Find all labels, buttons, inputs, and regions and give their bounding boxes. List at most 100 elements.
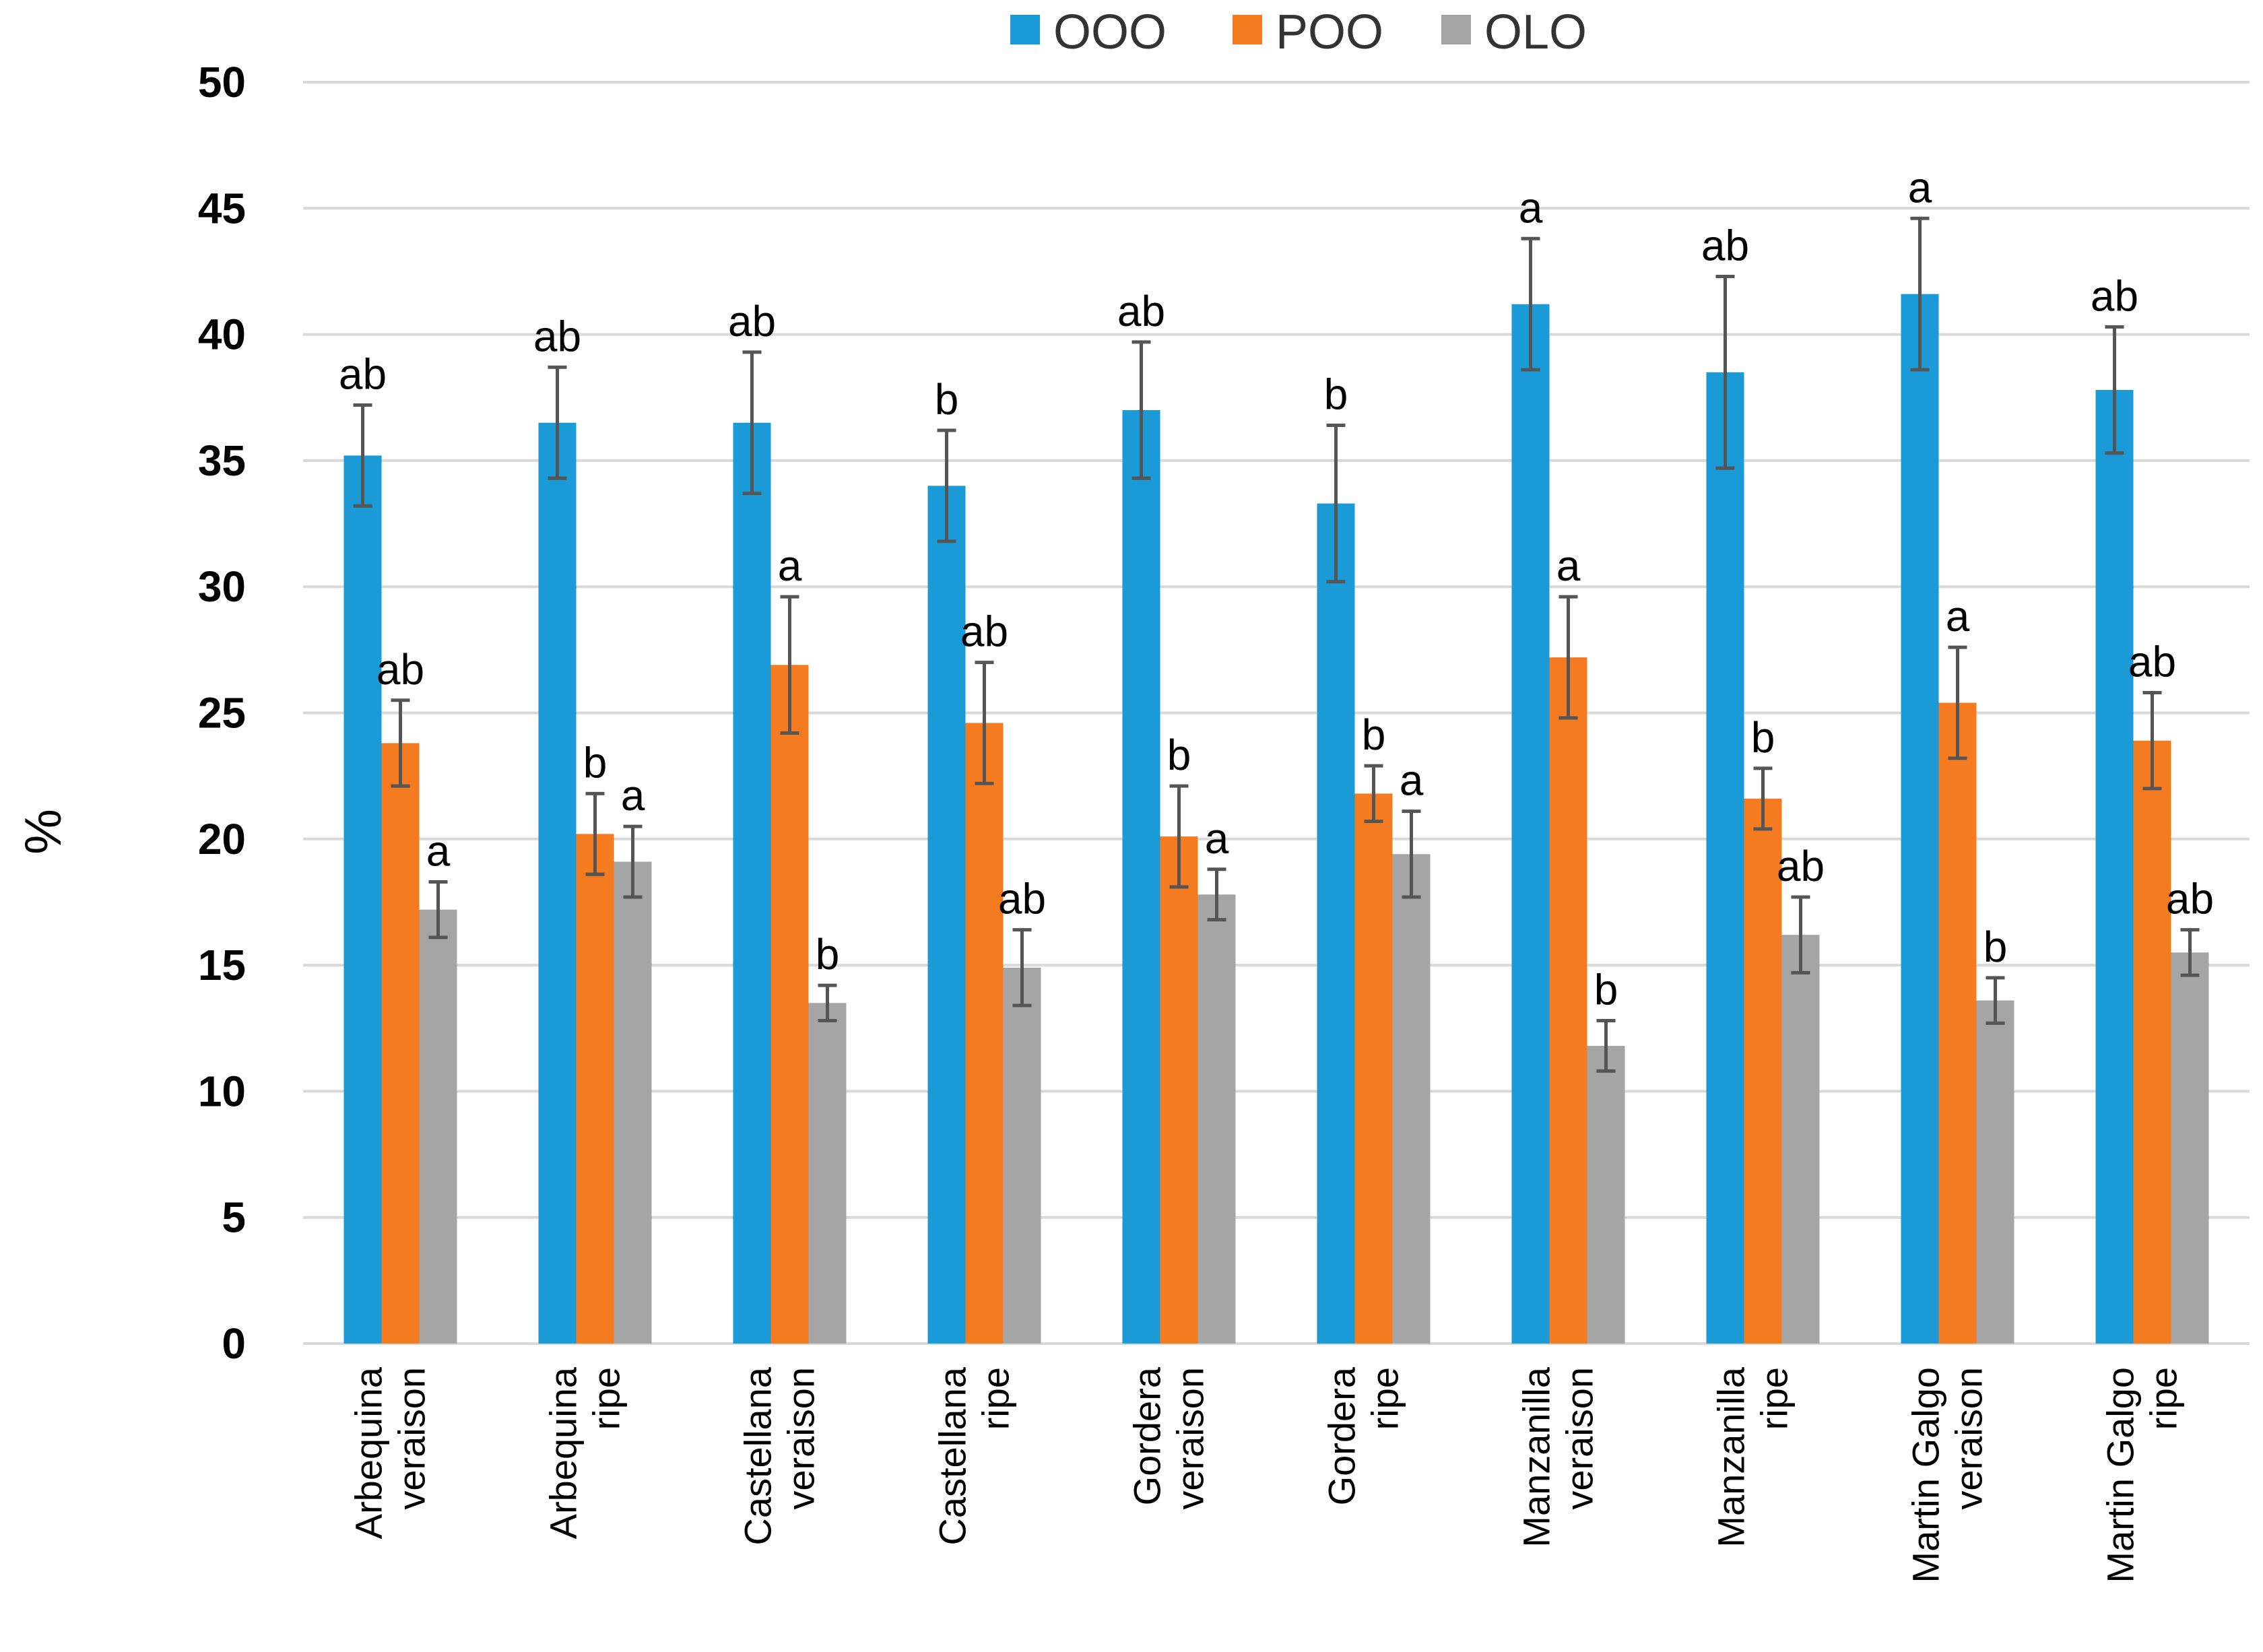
bar-poo bbox=[576, 834, 614, 1344]
bar-ooo bbox=[1706, 372, 1744, 1344]
significance-label: a bbox=[1946, 592, 1970, 640]
bar-olo bbox=[1781, 935, 1820, 1344]
y-tick-label: 10 bbox=[198, 1067, 246, 1115]
y-tick-label: 30 bbox=[198, 562, 246, 611]
error-bar bbox=[1132, 340, 1151, 480]
significance-label: ab bbox=[339, 350, 387, 398]
x-tick-label: Martin Galgoveraison bbox=[1905, 1367, 1990, 1583]
bar-group: ab b ab bbox=[1701, 221, 1825, 1344]
error-bar bbox=[1521, 236, 1540, 372]
y-tick-label: 0 bbox=[222, 1319, 246, 1368]
legend-label: OLO bbox=[1484, 5, 1587, 59]
significance-label: a bbox=[621, 771, 645, 820]
bar-olo bbox=[614, 861, 652, 1344]
bar-ooo bbox=[1122, 409, 1160, 1344]
error-bar bbox=[1596, 1019, 1616, 1073]
bar-ooo bbox=[538, 422, 577, 1344]
bar-group: ab ab a bbox=[339, 350, 457, 1344]
error-bar bbox=[1791, 895, 1810, 974]
x-tick-label: Gorderaripe bbox=[1321, 1366, 1406, 1505]
significance-label: ab bbox=[728, 297, 776, 345]
legend-item-ooo: OOO bbox=[1010, 5, 1167, 59]
bar-poo bbox=[1160, 836, 1198, 1344]
legend-label: POO bbox=[1276, 5, 1383, 59]
x-tick-label: Arbequinaveraison bbox=[348, 1366, 433, 1539]
bar-group: ab ba bbox=[1117, 287, 1236, 1344]
bar-ooo bbox=[927, 486, 966, 1344]
bar-poo bbox=[1744, 798, 1782, 1344]
error-bar bbox=[1753, 766, 1773, 831]
x-axis-ticks: Arbequinaveraison Arbequinaripe Castellana… bbox=[348, 1366, 2185, 1583]
significance-label: b bbox=[1167, 731, 1191, 779]
significance-label: b bbox=[583, 738, 608, 787]
error-bar bbox=[1910, 216, 1930, 372]
legend-label: OOO bbox=[1053, 5, 1167, 59]
bar-poo bbox=[1938, 702, 1977, 1344]
significance-label: b bbox=[1594, 966, 1618, 1014]
significance-label: ab bbox=[998, 875, 1046, 923]
x-tick-label: Martin Galgoripe bbox=[2099, 1367, 2185, 1583]
significance-label: ab bbox=[2128, 638, 2176, 686]
significance-label: b bbox=[1362, 711, 1386, 759]
error-bar bbox=[937, 428, 956, 543]
error-bar bbox=[1326, 423, 1346, 584]
bar-poo bbox=[965, 723, 1004, 1344]
bar-group: ab ba bbox=[533, 312, 652, 1344]
x-tick-label: Manzanillaripe bbox=[1710, 1366, 1796, 1548]
legend-swatch bbox=[1010, 15, 1040, 44]
error-bar bbox=[1169, 784, 1189, 889]
bar-olo bbox=[1587, 1045, 1625, 1344]
error-bar bbox=[585, 791, 605, 876]
y-tick-label: 45 bbox=[198, 184, 246, 232]
error-bar bbox=[1012, 928, 1032, 1007]
legend-item-poo: POO bbox=[1233, 5, 1383, 59]
significance-label: a bbox=[1908, 163, 1932, 211]
significance-label: ab bbox=[960, 607, 1008, 656]
error-bar bbox=[1559, 595, 1578, 720]
y-tick-label: 25 bbox=[198, 689, 246, 737]
y-tick-label: 35 bbox=[198, 436, 246, 485]
error-bar bbox=[1402, 810, 1421, 899]
y-axis-ticks: 0 5 10 15 20 25 30 35 40 45 50 bbox=[198, 58, 246, 1368]
bar-group: a a b bbox=[1511, 183, 1625, 1344]
error-bar bbox=[391, 698, 410, 788]
significance-label: ab bbox=[1777, 842, 1825, 890]
error-bar bbox=[818, 983, 837, 1023]
bar-ooo bbox=[1317, 503, 1355, 1344]
bar-group: a a b bbox=[1901, 163, 2014, 1344]
significance-label: a bbox=[1400, 756, 1424, 805]
bar-poo bbox=[2133, 740, 2171, 1344]
bar-group: bba bbox=[1317, 370, 1431, 1344]
significance-label: b bbox=[935, 375, 959, 424]
bar-olo bbox=[419, 909, 457, 1344]
x-tick-label: Arbequinaripe bbox=[542, 1366, 628, 1539]
error-bar bbox=[548, 365, 567, 480]
significance-label: ab bbox=[1117, 287, 1165, 335]
error-bar bbox=[428, 880, 448, 939]
bar-ooo bbox=[1511, 304, 1550, 1344]
error-bar bbox=[1207, 867, 1226, 922]
y-tick-label: 20 bbox=[198, 815, 246, 863]
error-bar bbox=[1715, 274, 1735, 470]
legend: OOO POO OLO bbox=[1010, 5, 1587, 59]
error-bar bbox=[780, 595, 799, 735]
y-tick-label: 50 bbox=[198, 58, 246, 106]
error-bar bbox=[975, 661, 994, 785]
bar-olo bbox=[1003, 967, 1041, 1344]
significance-label: ab bbox=[533, 312, 581, 360]
legend-swatch bbox=[1441, 15, 1471, 44]
legend-swatch bbox=[1233, 15, 1262, 44]
significance-label: a bbox=[1519, 183, 1543, 232]
significance-label: ab bbox=[376, 645, 424, 694]
significance-label: b bbox=[1751, 713, 1775, 762]
bar-groups: ababaabbaababbabababbabbaaababbabaababab… bbox=[339, 163, 2214, 1344]
x-tick-label: Castellanaveraison bbox=[737, 1366, 822, 1545]
bar-olo bbox=[1392, 854, 1431, 1344]
bar-ooo bbox=[343, 455, 382, 1344]
y-tick-label: 5 bbox=[222, 1193, 246, 1242]
x-tick-label: Manzanillaveraison bbox=[1515, 1366, 1601, 1548]
significance-label: ab bbox=[2091, 271, 2138, 320]
bar-poo bbox=[1549, 657, 1587, 1344]
significance-label: a bbox=[778, 541, 802, 590]
